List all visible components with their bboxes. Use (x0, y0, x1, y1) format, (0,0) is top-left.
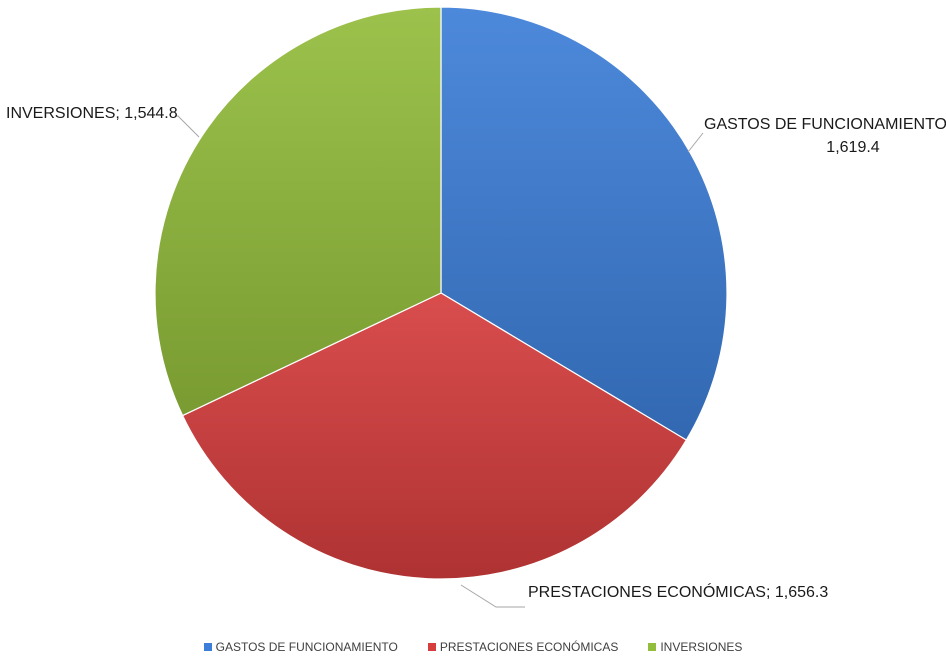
leader-line-gastos (687, 132, 704, 153)
legend-item-inversiones: INVERSIONES (648, 640, 742, 654)
pie-chart: GASTOS DE FUNCIONAMIENTO; 1,619.4 PRESTACI… (6, 6, 946, 608)
leader-line-inversiones (175, 115, 200, 138)
data-label-prestaciones: PRESTACIONES ECONÓMICAS; 1,656.3 (528, 582, 828, 601)
pie-slice-prestaciones (181, 292, 688, 580)
legend-swatch-prestaciones (427, 643, 436, 651)
leader-line-prestaciones (460, 584, 525, 608)
pie-slice-inversiones (154, 6, 442, 417)
legend-item-prestaciones: PRESTACIONES ECONÓMICAS (427, 640, 619, 654)
data-label-inversiones: INVERSIONES; 1,544.8 (6, 105, 178, 122)
legend: GASTOS DE FUNCIONAMIENTO PRESTACIONES EC… (0, 640, 946, 654)
data-label-gastos-line-2: 1,619.4 (826, 139, 879, 156)
legend-swatch-gastos (203, 643, 212, 651)
legend-label-prestaciones: PRESTACIONES ECONÓMICAS (439, 640, 619, 654)
legend-label-inversiones: INVERSIONES (660, 640, 743, 654)
data-label-gastos-line-1: GASTOS DE FUNCIONAMIENTO; (704, 116, 946, 133)
legend-label-gastos: GASTOS DE FUNCIONAMIENTO (215, 640, 398, 654)
legend-swatch-inversiones (648, 643, 657, 651)
pie-slice-gastos (440, 6, 728, 441)
legend-item-gastos: GASTOS DE FUNCIONAMIENTO (203, 640, 398, 654)
